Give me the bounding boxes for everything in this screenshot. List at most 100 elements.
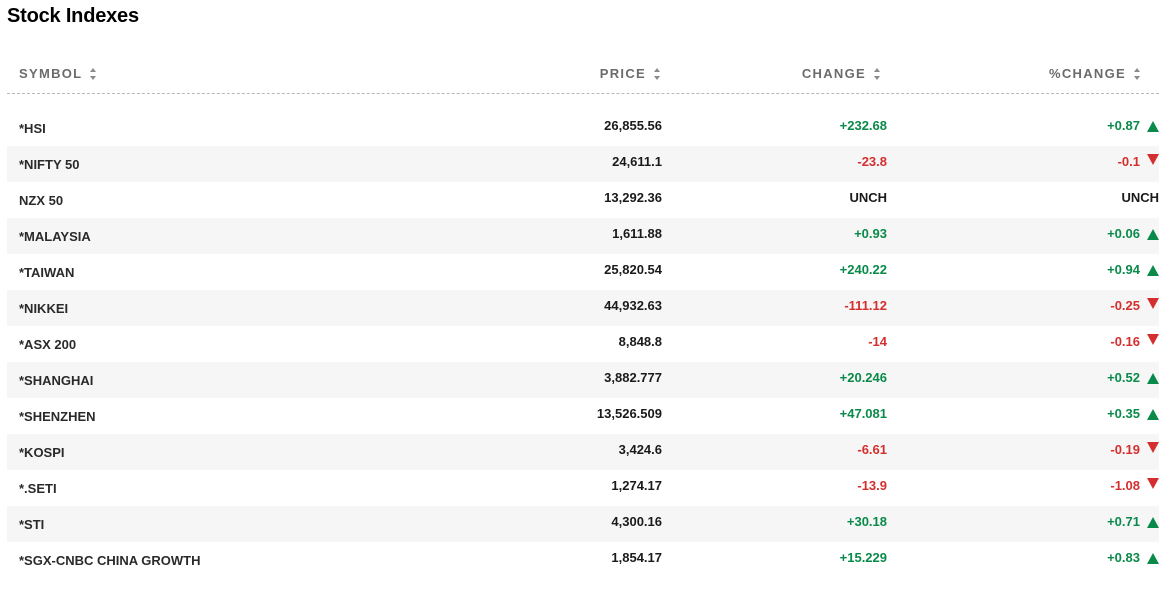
pct-change-cell: +0.87 [1107,108,1159,144]
change-value: +240.22 [839,262,887,277]
symbol-link[interactable]: *SHENZHEN [19,409,96,424]
change-value: +20.246 [839,370,887,385]
sort-icon [654,67,661,80]
pct-change-cell: -1.08 [1110,468,1159,504]
change-value: -23.8 [857,154,887,169]
column-header-pct-change-label: %CHANGE [1049,66,1126,81]
table-row[interactable]: *MALAYSIA 1,611.88 +0.93 +0.06 [7,218,1159,254]
price-value: 26,855.56 [604,118,662,133]
pct-change-cell: -0.1 [1118,144,1159,180]
change-value: -111.12 [844,298,887,313]
price-value: 44,932.63 [604,298,662,313]
change-value: -13.9 [857,478,887,493]
change-value: -6.61 [857,442,887,457]
table-row[interactable]: *NIKKEI 44,932.63 -111.12 -0.25 [7,290,1159,326]
pct-change-cell: +0.52 [1107,360,1159,396]
symbol-link[interactable]: *NIFTY 50 [19,157,80,172]
symbol-link[interactable]: *TAIWAN [19,265,75,280]
column-header-price[interactable]: PRICE [600,66,661,81]
pct-change-cell: +0.71 [1107,504,1159,540]
table-row[interactable]: *KOSPI 3,424.6 -6.61 -0.19 [7,434,1159,470]
arrow-up-icon [1147,264,1159,276]
symbol-link[interactable]: *KOSPI [19,445,65,460]
pct-change-value: +0.35 [1107,406,1140,421]
change-value: +15.229 [839,550,887,565]
pct-change-value: UNCH [1121,190,1159,205]
price-value: 1,611.88 [612,226,662,241]
column-header-change[interactable]: CHANGE [802,66,881,81]
pct-change-value: +0.06 [1107,226,1140,241]
table-header: SYMBOL PRICE CHANGE %CHANGE [7,55,1159,94]
symbol-link[interactable]: *MALAYSIA [19,229,91,244]
arrow-down-icon [1147,477,1159,489]
arrow-down-icon [1147,297,1159,309]
arrow-up-icon [1147,552,1159,564]
column-header-symbol[interactable]: SYMBOL [19,66,97,81]
sort-icon [1134,67,1141,80]
table-row[interactable]: *SHENZHEN 13,526.509 +47.081 +0.35 [7,398,1159,434]
price-value: 4,300.16 [611,514,662,529]
pct-change-cell: +0.94 [1107,252,1159,288]
column-header-change-label: CHANGE [801,66,866,81]
symbol-link[interactable]: NZX 50 [19,193,64,208]
change-value: +30.18 [846,514,887,529]
change-value: +0.93 [854,226,887,241]
symbol-link[interactable]: *NIKKEI [19,301,69,316]
table-row[interactable]: *NIFTY 50 24,611.1 -23.8 -0.1 [7,146,1159,182]
table-row[interactable]: *SGX-CNBC CHINA GROWTH 1,854.17 +15.229 +0.… [7,542,1159,578]
arrow-down-icon [1147,153,1159,165]
pct-change-value: +0.94 [1107,262,1140,277]
symbol-link[interactable]: *STI [19,517,45,532]
arrow-up-icon [1147,228,1159,240]
column-header-symbol-label: SYMBOL [19,66,83,81]
symbol-link[interactable]: *ASX 200 [19,337,77,352]
table-row[interactable]: *ASX 200 8,848.8 -14 -0.16 [7,326,1159,362]
change-value: UNCH [849,190,887,205]
price-value: 24,611.1 [612,154,662,169]
price-value: 1,854.17 [611,550,662,565]
pct-change-value: +0.52 [1107,370,1140,385]
change-value: +232.68 [839,118,887,133]
table-row[interactable]: *SHANGHAI 3,882.777 +20.246 +0.52 [7,362,1159,398]
change-value: +47.081 [839,406,887,421]
arrow-down-icon [1147,441,1159,453]
pct-change-value: +0.87 [1107,118,1140,133]
pct-change-value: +0.71 [1107,514,1140,529]
change-value: -14 [868,334,887,349]
pct-change-cell: +0.83 [1107,540,1159,576]
stock-indexes-table: SYMBOL PRICE CHANGE %CHANGE *HSI 26,855.5… [7,55,1159,578]
pct-change-cell: +0.35 [1107,396,1159,432]
pct-change-cell: -0.19 [1110,432,1159,468]
table-row[interactable]: *STI 4,300.16 +30.18 +0.71 [7,506,1159,542]
table-row[interactable]: *.SETI 1,274.17 -13.9 -1.08 [7,470,1159,506]
pct-change-value: +0.83 [1107,550,1140,565]
arrow-up-icon [1147,408,1159,420]
pct-change-value: -0.1 [1117,154,1140,169]
arrow-up-icon [1147,372,1159,384]
symbol-link[interactable]: *SHANGHAI [19,373,94,388]
pct-change-value: -0.16 [1110,334,1140,349]
symbol-link[interactable]: *SGX-CNBC CHINA GROWTH [19,553,201,568]
price-value: 13,526.509 [596,406,662,421]
price-value: 13,292.36 [604,190,662,205]
column-header-pct-change[interactable]: %CHANGE [1049,66,1141,81]
table-row[interactable]: *TAIWAN 25,820.54 +240.22 +0.94 [7,254,1159,290]
pct-change-cell: +0.06 [1107,216,1159,252]
pct-change-cell: -0.16 [1110,324,1159,360]
table-row[interactable]: NZX 50 13,292.36 UNCH UNCH [7,182,1159,218]
pct-change-value: -0.25 [1110,298,1140,313]
sort-icon [874,67,881,80]
table-body: *HSI 26,855.56 +232.68 +0.87 *NIFTY 50 24,611… [7,110,1159,578]
table-row[interactable]: *HSI 26,855.56 +232.68 +0.87 [7,110,1159,146]
price-value: 8,848.8 [618,334,662,349]
sort-icon [90,67,97,80]
symbol-link[interactable]: *HSI [19,121,46,136]
column-header-price-label: PRICE [599,66,646,81]
price-value: 25,820.54 [604,262,662,277]
pct-change-cell: UNCH [1121,180,1159,216]
price-value: 1,274.17 [611,478,662,493]
symbol-link[interactable]: *.SETI [19,481,57,496]
arrow-down-icon [1147,333,1159,345]
pct-change-value: -1.08 [1110,478,1140,493]
